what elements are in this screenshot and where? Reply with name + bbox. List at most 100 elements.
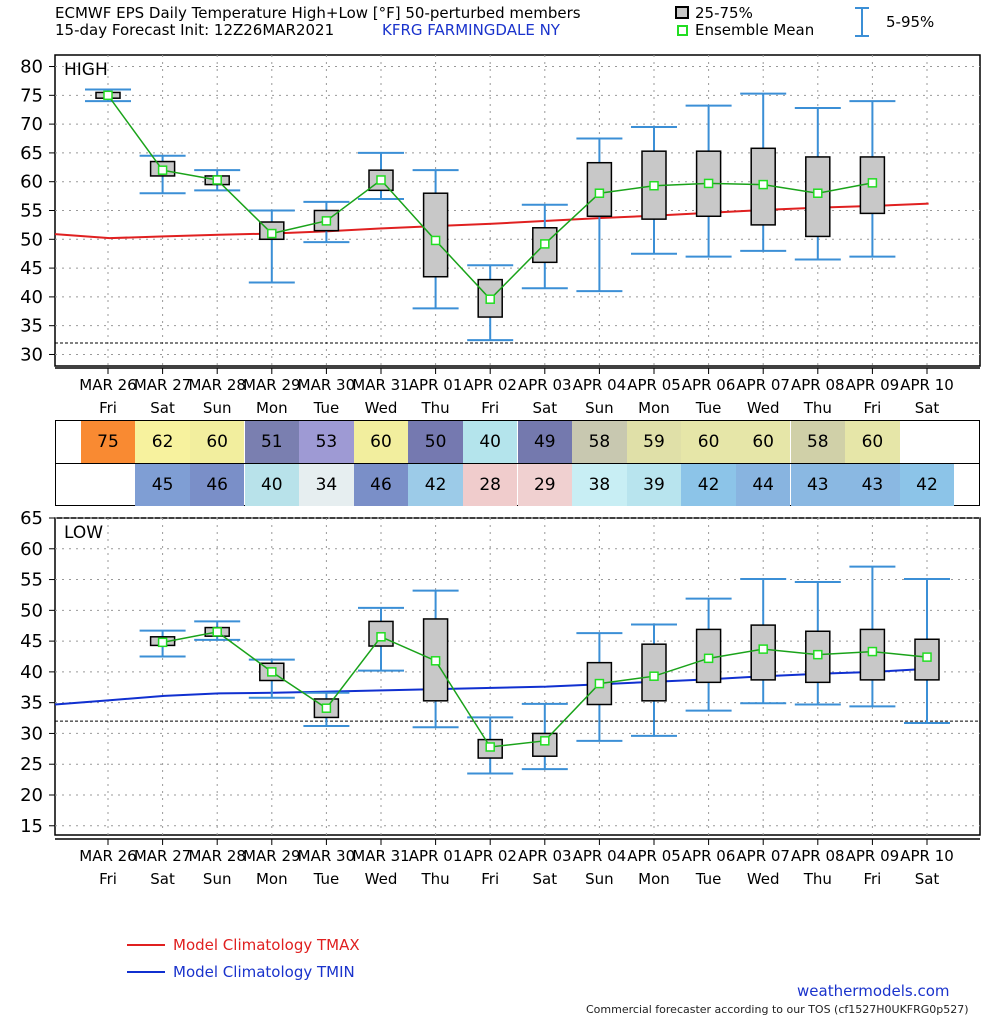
- y-tick-label: 55: [20, 570, 43, 591]
- day-label: Thu: [421, 870, 450, 888]
- box-whisker-apr-08: [794, 581, 841, 706]
- box-whisker-apr-10: [904, 577, 950, 724]
- ensemble-mean-point: [485, 742, 495, 752]
- low-temp-cell: 46: [353, 464, 409, 506]
- temperature-table: 75 62 60 51 53 60 50 40 49 58 59 60 60 58 60 45 46 40 34 46…: [55, 420, 980, 506]
- table-divider: [55, 463, 980, 464]
- low-temp-cell: 29: [517, 464, 573, 506]
- high-temp-cell: 58: [790, 421, 846, 463]
- date-label: APR 04: [573, 376, 627, 394]
- high-temp-cell: 50: [408, 421, 463, 463]
- tos-note: Commercial forecaster according to our T…: [586, 1003, 969, 1016]
- high-temp-cell: 40: [462, 421, 518, 463]
- high-temp-cell: 60: [735, 421, 791, 463]
- y-tick-label: 50: [20, 600, 43, 621]
- low-temp-cell: 34: [299, 464, 354, 506]
- high-temp-cell: 60: [681, 421, 736, 463]
- date-label: MAR 28: [188, 376, 245, 394]
- low-temp-cell: 42: [899, 464, 955, 506]
- ensemble-mean-point: [813, 188, 823, 198]
- date-label: APR 08: [791, 376, 845, 394]
- box-whisker-apr-04: [576, 632, 623, 742]
- day-label: Thu: [803, 870, 832, 888]
- tmin-legend-label: Model Climatology TMIN: [173, 963, 355, 981]
- day-label: Wed: [747, 870, 780, 888]
- station-label: KFRG FARMINGDALE NY: [382, 21, 560, 39]
- day-label: Sat: [150, 870, 175, 888]
- day-label: Sat: [532, 870, 557, 888]
- y-tick-label: 45: [20, 258, 43, 279]
- day-label: Sun: [203, 870, 232, 888]
- low-temp-cell: 43: [790, 464, 846, 506]
- low-temp-cell: 46: [189, 464, 245, 506]
- date-label: MAR 31: [352, 376, 409, 394]
- ensemble-mean-point: [540, 239, 550, 249]
- mean-legend-label: Ensemble Mean: [695, 21, 815, 39]
- ensemble-mean-point: [758, 179, 768, 190]
- date-label: APR 03: [518, 376, 572, 394]
- day-label: Thu: [421, 399, 450, 417]
- iqr-box: [586, 661, 613, 706]
- date-label: MAR 30: [298, 847, 355, 865]
- date-label: APR 09: [846, 376, 900, 394]
- y-tick-label: 45: [20, 631, 43, 652]
- y-tick-label: 30: [20, 344, 43, 365]
- low-temp-cell: 42: [681, 464, 736, 506]
- high-temperature-chart: 30 35 40 45 50 55 60 65 70 75 80 HIGH MAR 26 Fri MAR 2…: [20, 54, 981, 417]
- tmax-legend-label: Model Climatology TMAX: [173, 936, 360, 954]
- date-label: APR 08: [791, 847, 845, 865]
- ensemble-mean-point: [321, 703, 332, 713]
- day-label: Wed: [747, 399, 780, 417]
- box-legend-swatch: [675, 6, 689, 19]
- high-temp-cell: 51: [244, 421, 300, 463]
- box-whisker-apr-01: [412, 169, 459, 310]
- y-tick-label: 60: [20, 539, 43, 560]
- box-whisker-apr-08: [794, 106, 841, 261]
- climatology-line: [54, 667, 929, 706]
- date-label: APR 07: [736, 847, 790, 865]
- date-label: APR 06: [682, 847, 736, 865]
- site-link[interactable]: weathermodels.com: [797, 982, 950, 1000]
- date-label: APR 09: [846, 847, 900, 865]
- y-tick-label: 15: [20, 816, 43, 837]
- mean-legend-swatch: [677, 25, 688, 36]
- day-label: Mon: [638, 870, 670, 888]
- y-tick-label: 25: [20, 754, 43, 775]
- low-temp-cell: 40: [244, 464, 300, 506]
- day-label: Tue: [313, 870, 340, 888]
- day-label: Mon: [256, 870, 288, 888]
- y-tick-label: 40: [20, 287, 43, 308]
- ensemble-mean-point: [212, 627, 222, 637]
- day-label: Sun: [585, 399, 614, 417]
- chart-subtitle: 15-day Forecast Init: 12Z26MAR2021: [55, 21, 335, 39]
- ensemble-mean-point: [758, 644, 768, 654]
- date-label: MAR 27: [134, 847, 191, 865]
- date-label: APR 02: [463, 376, 517, 394]
- high-temp-cell: 49: [517, 421, 573, 463]
- y-tick-label: 80: [20, 57, 43, 78]
- whisker-legend-icon: [855, 7, 869, 37]
- date-label: APR 03: [518, 847, 572, 865]
- day-label: Wed: [365, 870, 398, 888]
- y-tick-label: 35: [20, 693, 43, 714]
- day-label: Tue: [695, 870, 722, 888]
- day-label: Fri: [481, 399, 499, 417]
- high-temp-cell: 60: [353, 421, 409, 463]
- date-label: APR 02: [463, 847, 517, 865]
- ensemble-mean-point: [485, 294, 495, 304]
- day-label: Sat: [150, 399, 175, 417]
- date-label: APR 10: [900, 376, 954, 394]
- day-label: Tue: [313, 399, 340, 417]
- y-tick-label: 35: [20, 316, 43, 337]
- ensemble-mean-point: [103, 90, 113, 101]
- high-temp-cell: 53: [299, 421, 354, 463]
- whisker-legend-label: 5-95%: [886, 13, 935, 31]
- ensemble-mean-point: [540, 736, 550, 746]
- day-label: Sat: [532, 399, 557, 417]
- date-label: MAR 28: [188, 847, 245, 865]
- ensemble-mean-point: [157, 165, 168, 175]
- tmax-legend-line: [127, 944, 165, 946]
- tmin-legend-line: [127, 971, 165, 973]
- ensemble-mean-point: [867, 178, 878, 188]
- date-label: APR 01: [409, 376, 463, 394]
